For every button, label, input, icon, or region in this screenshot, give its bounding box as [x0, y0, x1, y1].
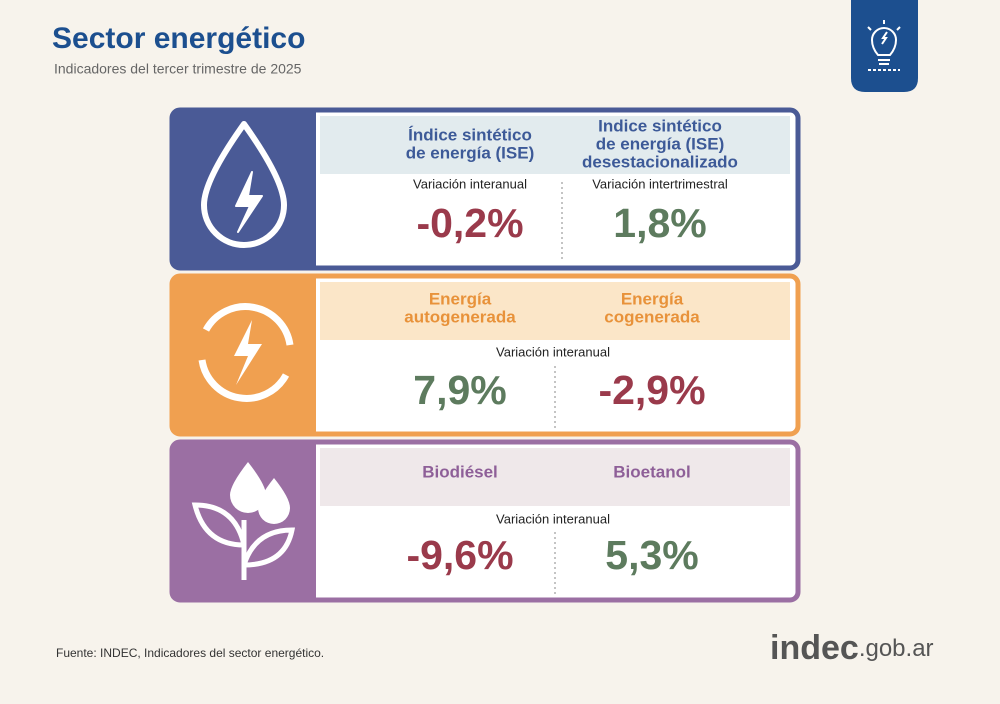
column-title: Energía — [429, 289, 492, 308]
logo-domain: .gob.ar — [859, 635, 934, 662]
caption: Variación interanual — [413, 176, 527, 191]
column-title: autogenerada — [404, 307, 516, 326]
column-title: Bioetanol — [613, 462, 690, 481]
title: Sector energético — [52, 22, 305, 55]
column-title: Energía — [621, 289, 684, 308]
card-generation — [169, 273, 801, 437]
column-title: Indice sintético — [598, 116, 722, 135]
bulb-icon — [867, 20, 901, 71]
caption: Variación interanual — [496, 344, 610, 359]
caption: Variación intertrimestral — [592, 176, 728, 191]
source: Fuente: INDEC, Indicadores del sector en… — [56, 646, 324, 660]
column-title: cogenerada — [604, 307, 700, 326]
indicator-value: -0,2% — [416, 200, 523, 246]
indicator-value: -9,6% — [406, 532, 513, 578]
logo: indec.gob.ar — [770, 629, 934, 667]
card-ise — [169, 107, 801, 271]
column-title: de energía (ISE) — [596, 134, 724, 153]
indicator-value: 7,9% — [413, 367, 506, 413]
column-title: desestacionalizado — [582, 152, 738, 171]
column-title: Biodiésel — [422, 462, 498, 481]
column-title: de energía (ISE) — [406, 143, 534, 162]
subtitle: Indicadores del tercer trimestre de 2025 — [54, 61, 302, 77]
icon-tab — [851, 0, 918, 92]
indicator-value: -2,9% — [598, 367, 705, 413]
logo-main: indec — [770, 629, 859, 667]
caption: Variación interanual — [496, 511, 610, 526]
column-title: Índice sintético — [408, 125, 532, 144]
card-biofuels — [169, 439, 801, 603]
indicator-value: 5,3% — [605, 532, 698, 578]
indicator-value: 1,8% — [613, 200, 706, 246]
